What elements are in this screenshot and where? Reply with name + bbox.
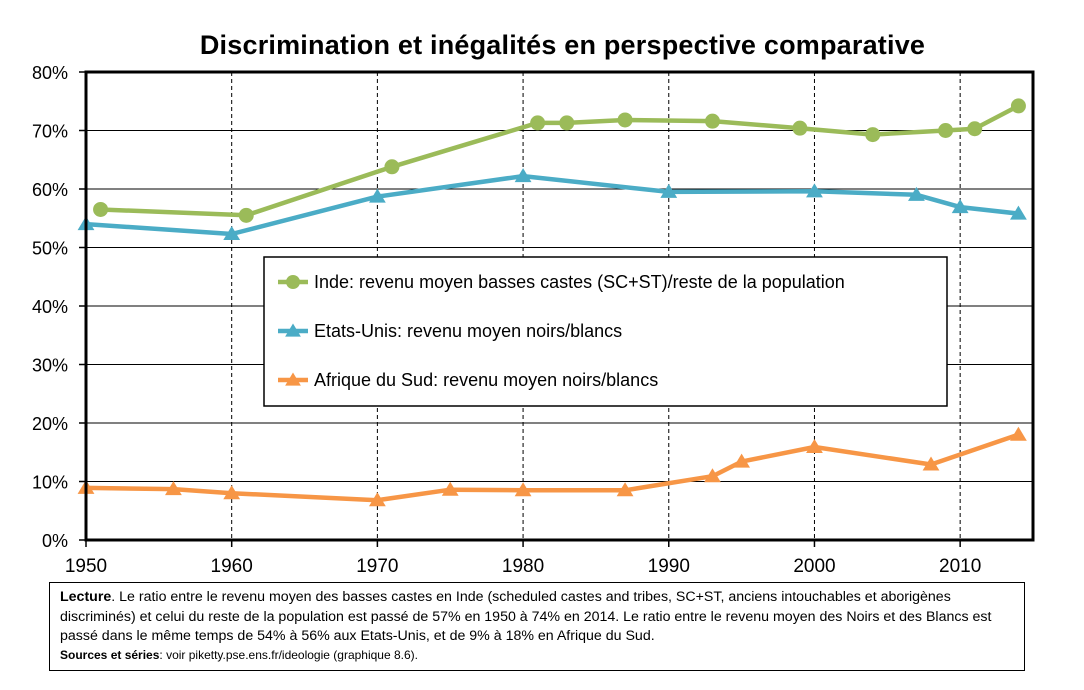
y-tick-label: 20%: [32, 414, 68, 434]
legend-label: Inde: revenu moyen basses castes (SC+ST)…: [314, 272, 845, 292]
x-tick-label: 1950: [65, 556, 107, 577]
x-axis-ticks: 1950 1960 1970 1980 1990 2000 2010: [65, 556, 981, 577]
series-layer: [77, 98, 1027, 507]
legend-label: Afrique du Sud: revenu moyen noirs/blanc…: [314, 370, 658, 390]
legend-marker: [285, 323, 301, 337]
data-point: [1010, 205, 1027, 220]
y-tick-label: 30%: [32, 356, 68, 376]
plot-frame: [84, 70, 1035, 542]
legend-box: [263, 256, 948, 407]
y-tick-label: 70%: [32, 122, 68, 142]
series-line: [85, 432, 1020, 503]
y-tick-label: 80%: [32, 63, 68, 83]
y-axis-ticks: 0% 10% 20% 30% 40% 50% 60% 70% 80%: [32, 63, 68, 551]
series-3: [77, 426, 1027, 507]
series-1: [93, 98, 1026, 223]
data-point: [514, 168, 532, 183]
reading-note: Lecture. Le ratio entre le revenu moyen …: [49, 582, 1025, 671]
data-point: [368, 492, 386, 507]
data-point: [922, 456, 940, 471]
x-tick-label: 1970: [356, 556, 398, 577]
data-point: [792, 120, 808, 136]
data-point: [93, 201, 109, 217]
series-line: [85, 173, 1019, 237]
note-sources-label: Sources et séries: [60, 647, 160, 662]
data-point: [951, 199, 969, 214]
data-point: [865, 127, 881, 143]
data-point: [704, 468, 721, 483]
data-point: [368, 188, 386, 203]
legend-marker: [285, 372, 301, 386]
series-2: [77, 168, 1027, 241]
chart-title: Discrimination et inégalités en perspect…: [199, 30, 926, 60]
data-point: [733, 453, 751, 468]
data-point: [967, 121, 983, 137]
legend: Inde: revenu moyen basses castes (SC+ST)…: [263, 256, 948, 407]
y-tick-label: 40%: [32, 297, 68, 317]
data-point: [660, 183, 678, 198]
data-point: [704, 113, 720, 129]
note-lead-label: Lecture: [60, 589, 112, 605]
data-point: [559, 115, 575, 131]
x-tick-label: 1980: [502, 556, 544, 577]
y-tick-label: 50%: [32, 239, 68, 259]
note-lead-text: . Le ratio entre le revenu moyen des bas…: [60, 589, 992, 644]
y-tick-label: 60%: [32, 180, 68, 200]
x-tick-label: 2010: [939, 556, 981, 577]
data-point: [617, 112, 633, 128]
data-point: [908, 186, 925, 201]
data-point: [616, 482, 634, 497]
note-sources-text: : voir piketty.pse.ens.fr/ideologie (gra…: [159, 647, 418, 662]
data-point: [223, 485, 241, 500]
y-tick-label: 10%: [32, 473, 68, 493]
x-tick-label: 1990: [648, 556, 690, 577]
data-point: [441, 481, 459, 496]
legend-marker: [286, 275, 300, 289]
grid: [79, 71, 1033, 547]
line-chart: 0%10%20%30%40%50%60%70%80% 1950 1960 1970 1…: [32, 63, 1035, 577]
data-point: [165, 481, 182, 496]
x-tick-label: 1960: [211, 556, 253, 577]
data-point: [806, 438, 823, 453]
data-point: [1010, 98, 1026, 114]
data-point: [530, 115, 546, 131]
legend-label: Etats-Unis: revenu moyen noirs/blancs: [314, 321, 622, 341]
x-tick-label: 2000: [793, 556, 835, 577]
data-point: [806, 183, 823, 198]
data-point: [223, 226, 241, 241]
y-tick-label: 0%: [42, 531, 68, 551]
data-point: [514, 482, 532, 497]
note-sources: Sources et séries: voir piketty.pse.ens.…: [60, 647, 1014, 663]
data-point: [238, 207, 254, 223]
data-point: [384, 159, 400, 175]
data-point: [938, 123, 954, 138]
data-point: [1010, 426, 1027, 441]
